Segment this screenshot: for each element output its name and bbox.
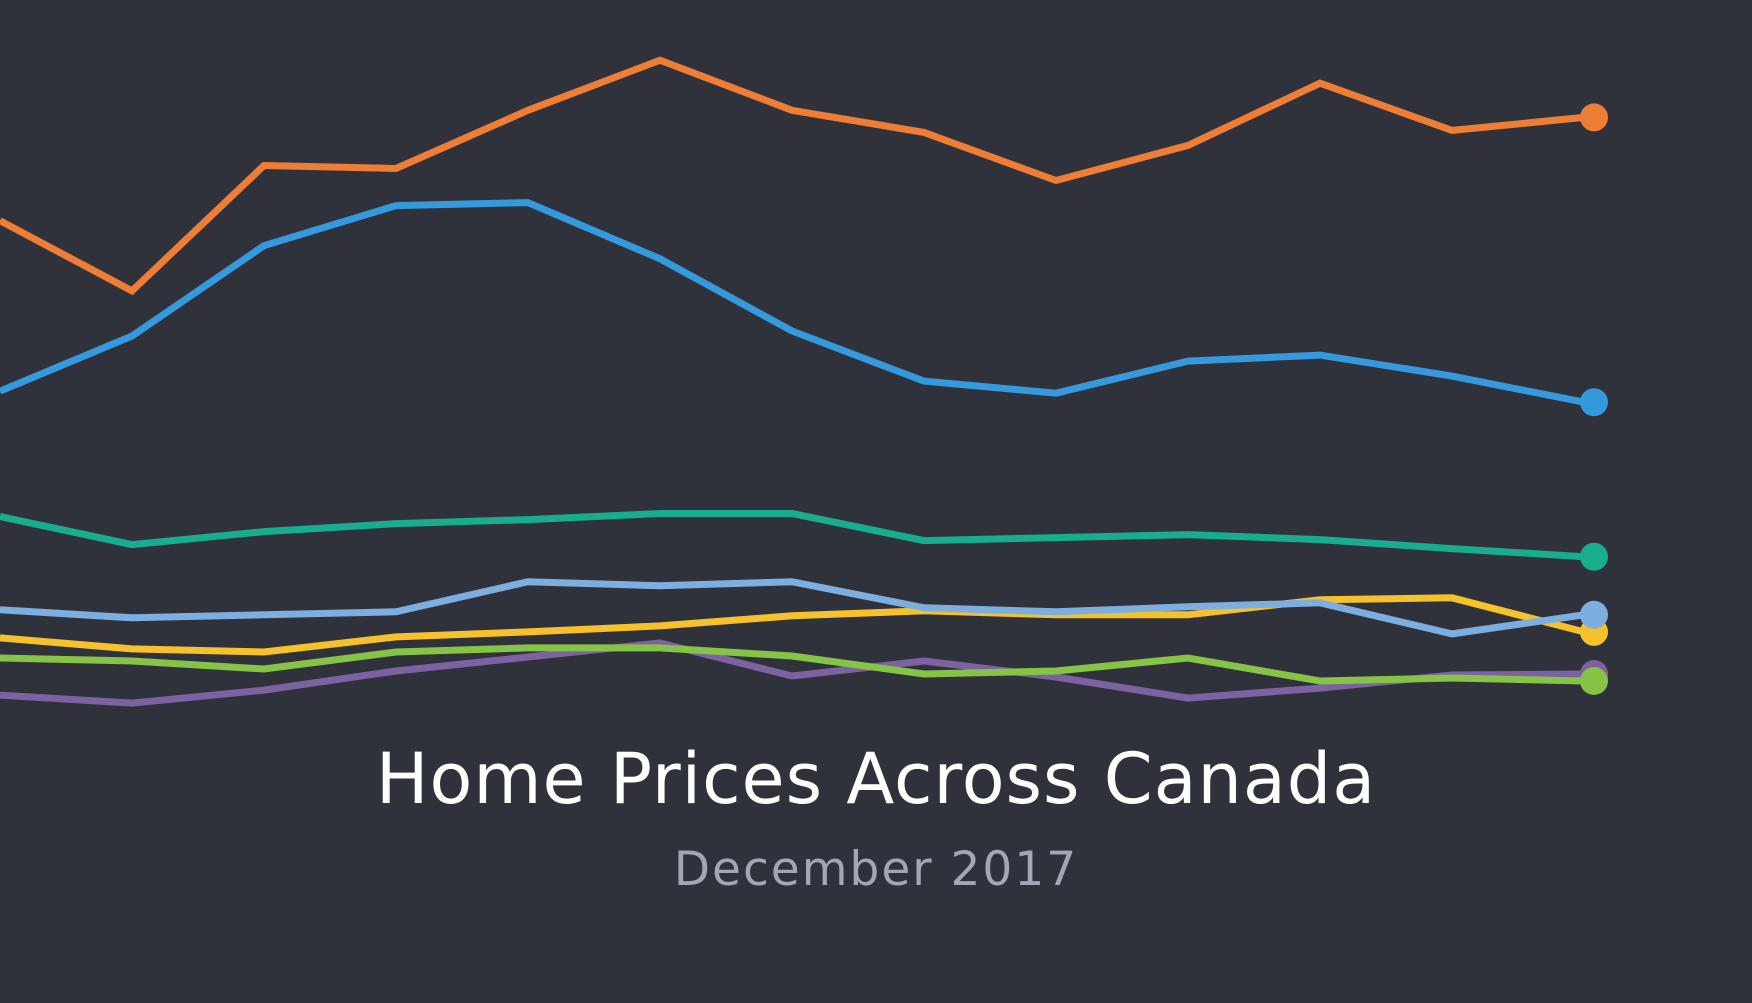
series-line-4: [0, 578, 1585, 638]
series-end-point-3: [1580, 542, 1608, 571]
chart-title: Home Prices Across Canada: [375, 738, 1377, 820]
series-line-7: [0, 639, 1585, 707]
series-line-3: [0, 510, 1585, 561]
series-line-6: [0, 644, 1585, 685]
series-end-point-2: [1580, 388, 1608, 417]
series-end-point-6: [1580, 667, 1608, 695]
series-line-2: [0, 199, 1585, 406]
chart-subtitle: December 2017: [673, 842, 1079, 897]
series-line-1: [0, 56, 1585, 296]
series-layer: [0, 56, 1608, 707]
series-end-point-4: [1580, 600, 1608, 629]
series-end-point-1: [1580, 103, 1608, 132]
